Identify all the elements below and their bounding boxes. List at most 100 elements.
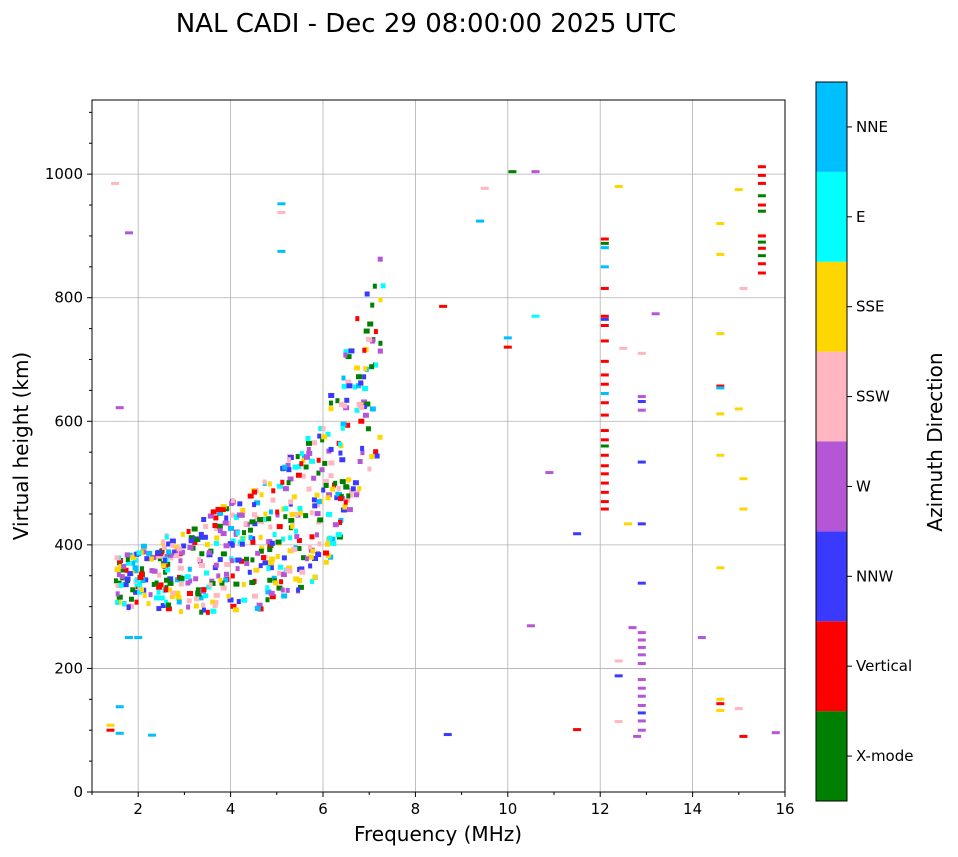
cluster-point <box>115 591 120 597</box>
cluster-point <box>169 538 176 544</box>
cluster-point <box>332 522 339 528</box>
cluster-point <box>146 601 151 607</box>
cluster-point <box>258 548 264 554</box>
cluster-point <box>267 481 272 487</box>
colorbar-tick-label: NNW <box>856 567 893 585</box>
cluster-point <box>277 570 282 576</box>
cluster-point <box>312 574 318 580</box>
cluster-point <box>342 504 348 510</box>
cluster-point <box>297 578 303 584</box>
cluster-point <box>244 561 250 567</box>
cluster-point <box>314 532 319 538</box>
data-point <box>651 312 660 316</box>
cluster-point <box>341 375 346 381</box>
data-point <box>637 711 646 715</box>
data-point <box>600 507 609 511</box>
cluster-point <box>129 596 135 602</box>
cluster-point <box>163 569 168 575</box>
cluster-point <box>316 470 321 476</box>
cluster-point <box>224 571 230 577</box>
cluster-point <box>367 321 374 327</box>
cluster-point <box>285 567 290 573</box>
data-point <box>600 265 609 269</box>
x-tick-label: 4 <box>226 800 236 818</box>
cluster-point <box>282 486 289 492</box>
cluster-point <box>203 534 208 540</box>
cluster-point <box>137 582 143 588</box>
cluster-point <box>324 541 330 547</box>
cluster-point <box>194 536 201 542</box>
data-point <box>503 336 512 340</box>
cluster-point <box>276 585 283 591</box>
cluster-point <box>338 519 343 525</box>
cluster-point <box>217 528 223 534</box>
data-point <box>757 240 766 244</box>
data-point <box>106 723 115 727</box>
cluster-point <box>166 602 172 608</box>
data-point <box>480 186 489 190</box>
cluster-point <box>153 595 160 601</box>
data-point <box>771 731 780 735</box>
cluster-point <box>116 558 123 564</box>
cluster-point <box>297 566 304 572</box>
cluster-point <box>243 521 248 527</box>
cluster-point <box>265 585 270 591</box>
data-point <box>443 733 452 737</box>
data-point <box>757 262 766 266</box>
data-point <box>637 638 646 642</box>
cluster-point <box>275 512 280 518</box>
data-point <box>637 408 646 412</box>
cluster-point <box>156 589 161 595</box>
cluster-point <box>341 383 347 389</box>
cluster-point <box>373 449 379 455</box>
cluster-point <box>219 580 225 586</box>
cluster-point <box>199 609 204 615</box>
cluster-point <box>158 595 165 601</box>
cluster-point <box>269 556 276 562</box>
cluster-point <box>303 454 310 460</box>
cluster-point <box>290 523 295 529</box>
data-point <box>716 332 725 336</box>
data-point <box>716 697 725 701</box>
cluster-point <box>213 540 219 546</box>
cluster-point <box>326 511 333 517</box>
cluster-point <box>142 593 147 599</box>
data-point <box>531 170 540 174</box>
cluster-point <box>201 587 207 593</box>
cluster-point <box>325 553 331 559</box>
cluster-point <box>178 575 185 581</box>
cluster-point <box>266 516 272 522</box>
cluster-point <box>259 492 264 498</box>
cluster-point <box>322 479 329 485</box>
cluster-point <box>316 457 321 463</box>
data-point <box>439 304 448 308</box>
cluster-point <box>187 566 192 572</box>
cluster-point <box>198 534 204 540</box>
cluster-point <box>198 562 205 568</box>
data-point <box>637 351 646 355</box>
data-point <box>503 345 512 349</box>
cluster-point <box>271 575 277 581</box>
cluster-point <box>304 556 309 562</box>
cluster-point <box>355 316 360 322</box>
cluster-point <box>259 545 265 551</box>
cluster-point <box>247 527 253 533</box>
cluster-point <box>176 546 182 552</box>
cluster-point <box>269 565 274 571</box>
cluster-point <box>343 499 348 505</box>
cluster-point <box>178 549 185 555</box>
y-tick-label: 800 <box>54 289 83 307</box>
cluster-point <box>269 594 276 600</box>
cluster-point <box>127 552 133 558</box>
cluster-point <box>357 459 363 465</box>
cluster-point <box>352 384 357 390</box>
cluster-point <box>311 475 317 481</box>
data-point <box>115 406 124 410</box>
cluster-point <box>164 599 169 605</box>
cluster-point <box>288 517 295 523</box>
cluster-point <box>125 560 131 566</box>
cluster-point <box>312 503 318 509</box>
data-point <box>757 181 766 185</box>
cluster-point <box>282 464 288 470</box>
cluster-point <box>236 512 243 518</box>
